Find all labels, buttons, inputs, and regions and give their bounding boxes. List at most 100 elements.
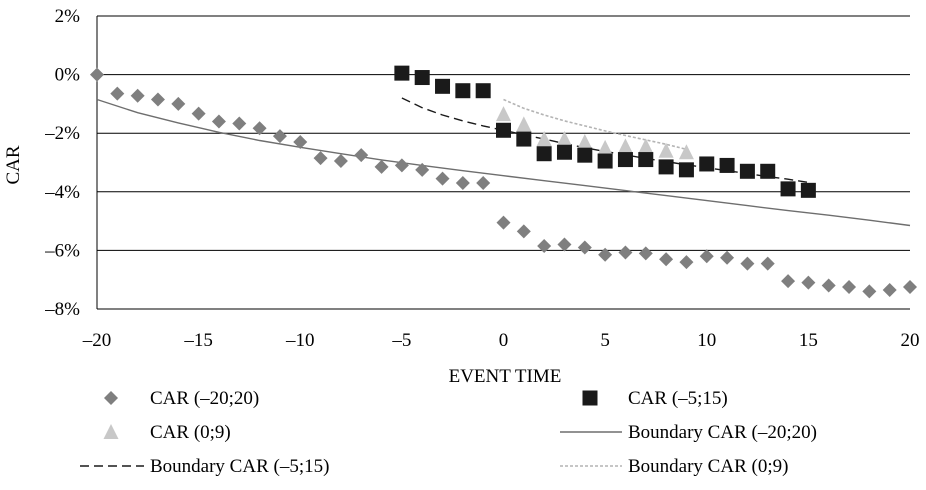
data-point-triangle	[598, 140, 613, 155]
data-point-square	[679, 162, 694, 177]
x-tick-label: 5	[600, 330, 610, 351]
data-point-square	[801, 183, 816, 198]
y-tick-label: –8%	[44, 299, 80, 320]
legend-entry: Boundary CAR (–20;20)	[560, 422, 817, 443]
legend-label: Boundary CAR (0;9)	[628, 456, 788, 477]
data-point-diamond	[537, 239, 551, 253]
data-point-square	[659, 159, 674, 174]
data-point-diamond	[212, 114, 226, 128]
data-point-triangle	[577, 134, 592, 149]
data-point-diamond	[578, 240, 592, 254]
data-point-diamond	[192, 107, 206, 121]
data-point-diamond	[395, 158, 409, 172]
data-point-triangle	[516, 116, 531, 131]
data-point-diamond	[375, 160, 389, 174]
data-point-diamond	[517, 224, 531, 238]
y-tick-label: –4%	[44, 182, 80, 203]
legend-label: CAR (–5;15)	[628, 388, 728, 409]
data-point-diamond	[497, 216, 511, 230]
x-tick-label: –10	[285, 330, 315, 351]
data-point-diamond	[273, 129, 287, 143]
x-tick-label: –20	[82, 330, 112, 351]
data-point-triangle	[638, 138, 653, 153]
y-tick-label: 2%	[55, 6, 81, 27]
data-point-square	[394, 66, 409, 81]
data-point-square	[699, 156, 714, 171]
data-point-diamond	[781, 274, 795, 288]
data-point-diamond	[618, 245, 632, 259]
legend-entry: Boundary CAR (–5;15)	[80, 456, 329, 477]
data-point-diamond	[557, 238, 571, 252]
legend-swatch-diamond	[104, 391, 118, 405]
x-tick-label: 10	[697, 330, 716, 351]
legend-entry: CAR (–20;20)	[104, 388, 259, 409]
y-axis-label: CAR	[3, 145, 24, 184]
data-point-triangle	[659, 143, 674, 158]
data-point-square	[415, 70, 430, 85]
data-point-diamond	[151, 93, 165, 107]
x-tick-label: 15	[799, 330, 818, 351]
data-point-diamond	[131, 89, 145, 103]
data-point-square	[781, 181, 796, 196]
data-point-diamond	[436, 172, 450, 186]
legend-entry: CAR (–5;15)	[583, 388, 728, 409]
data-point-diamond	[334, 154, 348, 168]
data-point-diamond	[720, 251, 734, 265]
x-tick-label: –15	[183, 330, 213, 351]
data-point-triangle	[618, 138, 633, 153]
data-point-diamond	[354, 148, 368, 162]
data-point-square	[618, 152, 633, 167]
legend-entry: CAR (0;9)	[104, 422, 231, 443]
data-point-diamond	[598, 248, 612, 262]
legend-label: CAR (0;9)	[150, 422, 231, 443]
data-point-diamond	[659, 252, 673, 266]
data-point-square	[455, 83, 470, 98]
data-point-square	[598, 154, 613, 169]
data-point-square	[496, 123, 511, 138]
data-point-diamond	[314, 151, 328, 165]
data-point-diamond	[110, 87, 124, 101]
data-point-diamond	[476, 176, 490, 190]
data-point-square	[638, 152, 653, 167]
x-tick-label: 0	[499, 330, 509, 351]
data-point-triangle	[679, 144, 694, 159]
data-point-square	[516, 132, 531, 147]
legend-label: Boundary CAR (–5;15)	[150, 456, 329, 477]
data-point-diamond	[801, 276, 815, 290]
data-point-diamond	[883, 283, 897, 297]
x-tick-label: 20	[901, 330, 920, 351]
data-point-diamond	[700, 249, 714, 263]
data-point-square	[537, 146, 552, 161]
legend-label: CAR (–20;20)	[150, 388, 259, 409]
data-point-square	[740, 164, 755, 179]
legend: CAR (–20;20) CAR (–5;15) CAR (0;9) Boundary…	[80, 388, 817, 477]
data-point-diamond	[761, 257, 775, 271]
y-tick-label: 0%	[55, 65, 81, 86]
data-point-diamond	[740, 257, 754, 271]
data-markers	[90, 66, 917, 299]
data-point-triangle	[496, 106, 511, 121]
data-point-diamond	[903, 280, 917, 294]
y-tick-label: –2%	[44, 123, 80, 144]
legend-swatch-square	[583, 391, 598, 406]
data-point-square	[476, 83, 491, 98]
data-point-diamond	[232, 117, 246, 131]
data-point-square	[760, 164, 775, 179]
data-point-diamond	[679, 255, 693, 269]
y-tick-label: –6%	[44, 240, 80, 261]
data-point-square	[577, 148, 592, 163]
data-point-diamond	[842, 280, 856, 294]
x-axis-label: EVENT TIME	[449, 366, 562, 387]
data-point-square	[435, 79, 450, 94]
data-point-diamond	[90, 68, 104, 82]
gridlines	[97, 16, 910, 309]
data-point-square	[557, 145, 572, 160]
data-point-square	[720, 158, 735, 173]
legend-entry: Boundary CAR (0;9)	[560, 456, 788, 477]
data-point-diamond	[639, 246, 653, 260]
legend-swatch-triangle	[104, 424, 119, 439]
legend-label: Boundary CAR (–20;20)	[628, 422, 817, 443]
data-point-diamond	[822, 279, 836, 293]
data-point-diamond	[456, 176, 470, 190]
